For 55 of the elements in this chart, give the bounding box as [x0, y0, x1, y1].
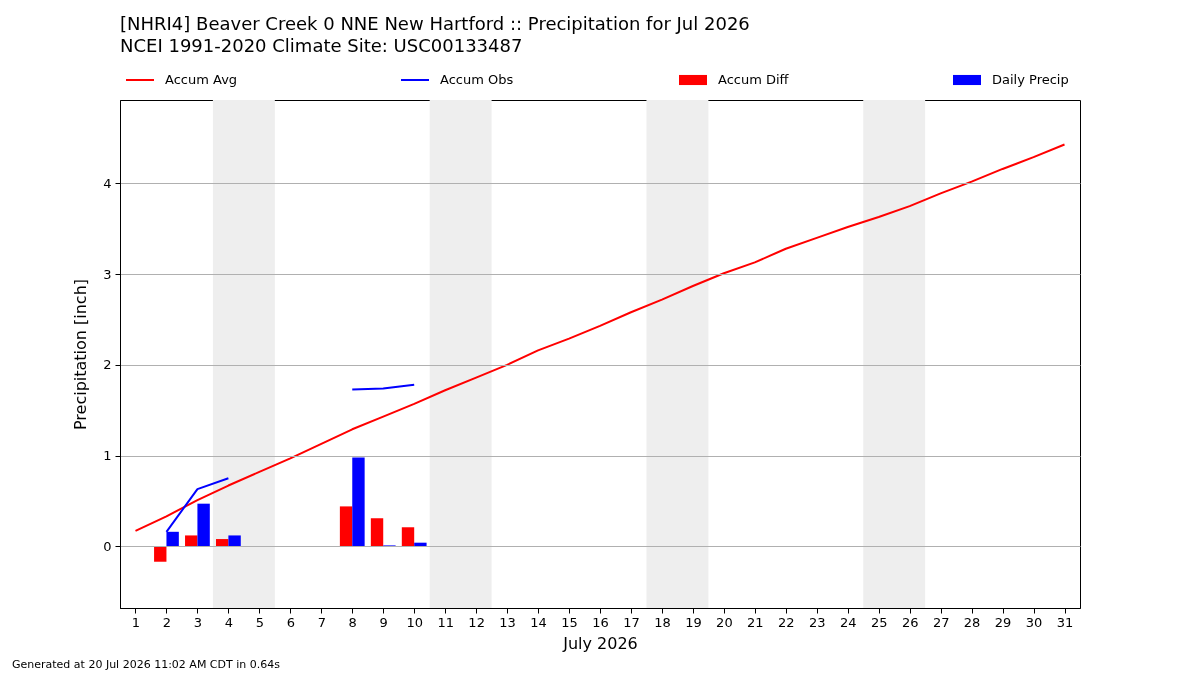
x-tick-label: 5 — [255, 614, 264, 630]
bar — [185, 535, 198, 547]
x-tick-label: 27 — [932, 614, 950, 630]
x-tick-label: 9 — [379, 614, 388, 630]
x-tick-label: 31 — [1056, 614, 1074, 630]
y-tick-label: 3 — [103, 266, 112, 282]
x-tick-label: 18 — [654, 614, 671, 630]
bar — [370, 518, 384, 547]
x-tick-label: 26 — [901, 614, 919, 630]
x-tick-label: 29 — [994, 614, 1012, 630]
bar — [339, 506, 353, 547]
y-tick-label: 0 — [103, 538, 112, 554]
x-tick-label: 8 — [348, 614, 357, 630]
x-tick-label: 19 — [685, 614, 702, 630]
y-tick-label: 1 — [103, 448, 112, 464]
x-tick-label: 16 — [592, 614, 609, 630]
x-tick-label: 17 — [623, 614, 640, 630]
x-tick-label: 15 — [561, 614, 578, 630]
text: Generated at 20 Jul 2026 11:02 AM CDT in 0.64s — [12, 658, 281, 671]
x-tick-label: 25 — [870, 614, 888, 630]
x-tick-label: 2 — [162, 614, 172, 630]
bar — [228, 535, 241, 547]
y-tick-label: 4 — [103, 175, 112, 191]
bar — [197, 503, 210, 547]
x-tick-label: 21 — [747, 614, 764, 630]
x-tick-label: 20 — [716, 614, 733, 630]
x-tick-label: 22 — [778, 614, 795, 630]
x-axis-title: July 2026 — [562, 633, 638, 653]
x-tick-label: 6 — [286, 614, 295, 630]
x-tick-label: 10 — [406, 614, 423, 630]
bar — [154, 546, 167, 562]
legend-label: Accum Obs — [440, 72, 514, 87]
x-tick-label: 12 — [468, 614, 485, 630]
x-tick-label: 28 — [963, 614, 981, 630]
line-series — [134, 143, 1066, 532]
y-axis-title: Precipitation [inch] — [71, 278, 91, 431]
legend-label: Daily Precip — [992, 72, 1069, 87]
x-tick-label: 3 — [193, 614, 203, 630]
legend-label: Accum Diff — [718, 72, 790, 87]
chart-title: [NHRI4] Beaver Creek 0 NNE New Hartford :: Precipitation for Jul 2026 — [120, 13, 750, 34]
bar — [216, 539, 229, 547]
x-tick-label: 7 — [317, 614, 326, 630]
x-tick-label: 23 — [809, 614, 826, 630]
bar — [401, 527, 415, 547]
x-tick-label: 1 — [131, 614, 141, 630]
chart-subtitle: NCEI 1991-2020 Climate Site: USC00133487 — [120, 35, 523, 56]
y-tick-label: 2 — [103, 357, 112, 373]
x-tick-label: 4 — [224, 614, 234, 630]
x-tick-label: 30 — [1025, 614, 1043, 630]
legend-label: Accum Avg — [165, 72, 238, 87]
x-tick-label: 24 — [839, 614, 857, 630]
x-tick-label: 14 — [530, 614, 547, 630]
bar — [352, 457, 365, 547]
x-tick-label: 13 — [499, 614, 516, 630]
x-tick-label: 11 — [437, 614, 454, 630]
